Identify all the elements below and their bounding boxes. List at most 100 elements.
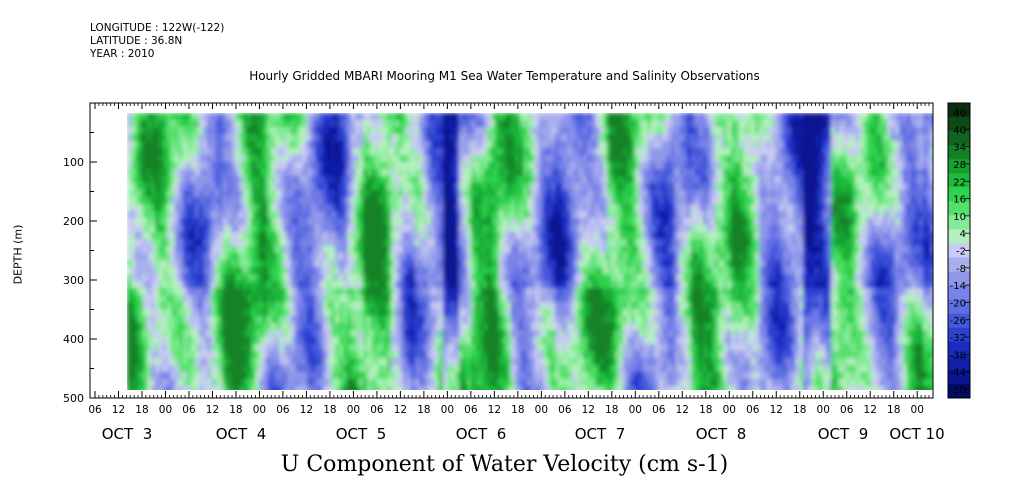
heatmap-cell <box>395 225 400 233</box>
heatmap-cell <box>375 323 380 331</box>
heatmap-cell <box>343 113 348 121</box>
heatmap-cell <box>303 288 308 296</box>
heatmap-cell <box>615 197 620 205</box>
heatmap-cell <box>143 127 148 135</box>
heatmap-cell <box>235 281 240 289</box>
heatmap-cell <box>391 162 396 170</box>
heatmap-cell <box>467 274 472 282</box>
heatmap-cell <box>319 281 324 289</box>
heatmap-cell <box>551 295 556 303</box>
heatmap-cell <box>575 120 580 128</box>
heatmap-cell <box>235 316 240 324</box>
heatmap-cell <box>239 162 244 170</box>
heatmap-cell <box>343 162 348 170</box>
heatmap-cell <box>443 288 448 296</box>
heatmap-cell <box>319 113 324 121</box>
heatmap-cell <box>227 218 232 226</box>
heatmap-cell <box>231 246 236 254</box>
heatmap-cell <box>343 309 348 317</box>
heatmap-cell <box>307 211 312 219</box>
heatmap-cell <box>343 386 348 390</box>
heatmap-cell <box>451 274 456 282</box>
heatmap-cell <box>343 120 348 128</box>
heatmap-cell <box>431 253 436 261</box>
heatmap-cell <box>459 253 464 261</box>
heatmap-cell <box>539 288 544 296</box>
heatmap-cell <box>151 295 156 303</box>
heatmap-cell <box>575 127 580 135</box>
heatmap-cell <box>559 316 564 324</box>
heatmap-cell <box>239 246 244 254</box>
heatmap-cell <box>311 358 316 366</box>
heatmap-cell <box>235 330 240 338</box>
heatmap-cell <box>351 260 356 268</box>
heatmap-cell <box>579 246 584 254</box>
heatmap-cell <box>467 281 472 289</box>
heatmap-cell <box>371 141 376 149</box>
heatmap-cell <box>487 281 492 289</box>
heatmap-cell <box>503 190 508 198</box>
heatmap-cell <box>607 183 612 191</box>
heatmap-cell <box>435 246 440 254</box>
heatmap-cell <box>235 176 240 184</box>
heatmap-cell <box>555 267 560 275</box>
heatmap-cell <box>203 372 208 380</box>
heatmap-cell <box>511 253 516 261</box>
heatmap-cell <box>423 288 428 296</box>
heatmap-cell <box>263 183 268 191</box>
heatmap-cell <box>427 288 432 296</box>
heatmap-cell <box>415 239 420 247</box>
heatmap-cell <box>419 302 424 310</box>
heatmap-cell <box>291 365 296 373</box>
heatmap-cell <box>587 197 592 205</box>
heatmap-cell <box>331 169 336 177</box>
heatmap-cell <box>519 281 524 289</box>
heatmap-cell <box>211 190 216 198</box>
heatmap-cell <box>487 204 492 212</box>
heatmap-cell <box>415 120 420 128</box>
heatmap-cell <box>535 288 540 296</box>
heatmap-cell <box>327 281 332 289</box>
heatmap-cell <box>563 113 568 121</box>
heatmap-cell <box>171 197 176 205</box>
heatmap-cell <box>175 232 180 240</box>
heatmap-cell <box>315 351 320 359</box>
heatmap-cell <box>279 232 284 240</box>
heatmap-cell <box>219 197 224 205</box>
heatmap-cell <box>615 302 620 310</box>
heatmap-cell <box>623 218 628 226</box>
heatmap-cell <box>579 127 584 135</box>
heatmap-cell <box>243 274 248 282</box>
heatmap-cell <box>523 225 528 233</box>
heatmap-cell <box>175 274 180 282</box>
heatmap-cell <box>327 358 332 366</box>
heatmap-cell <box>563 281 568 289</box>
heatmap-cell <box>279 267 284 275</box>
heatmap-cell <box>255 330 260 338</box>
heatmap-cell <box>127 316 132 324</box>
heatmap-cell <box>311 351 316 359</box>
heatmap-cell <box>535 176 540 184</box>
heatmap-cell <box>139 239 144 247</box>
heatmap-cell <box>227 176 232 184</box>
heatmap-cell <box>591 330 596 338</box>
heatmap-cell <box>303 358 308 366</box>
heatmap-cell <box>323 281 328 289</box>
heatmap-cell <box>411 148 416 156</box>
heatmap-cell <box>563 330 568 338</box>
heatmap-cell <box>535 351 540 359</box>
heatmap-cell <box>395 169 400 177</box>
heatmap-cell <box>583 323 588 331</box>
heatmap-cell <box>299 162 304 170</box>
heatmap-cell <box>411 211 416 219</box>
heatmap-cell <box>503 218 508 226</box>
heatmap-cell <box>347 183 352 191</box>
heatmap-cell <box>431 197 436 205</box>
heatmap-cell <box>539 302 544 310</box>
heatmap-cell <box>271 253 276 261</box>
heatmap-cell <box>475 302 480 310</box>
heatmap-cell <box>579 372 584 380</box>
heatmap-cell <box>247 253 252 261</box>
heatmap-cell <box>147 162 152 170</box>
heatmap-cell <box>211 141 216 149</box>
